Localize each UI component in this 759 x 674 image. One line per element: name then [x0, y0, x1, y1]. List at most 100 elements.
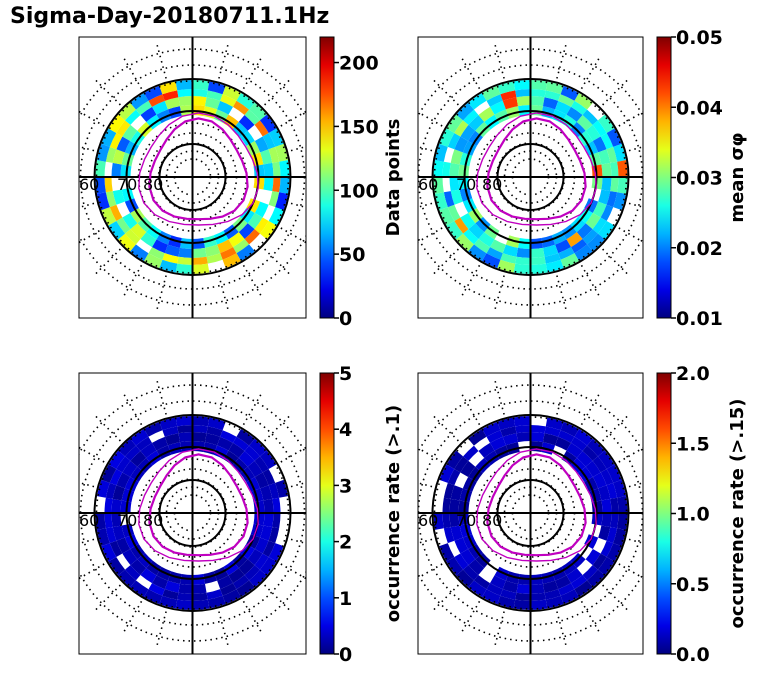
grid-meridian-dotted — [79, 563, 105, 580]
grid-meridian-dotted — [242, 264, 264, 299]
grid-meridian-dotted — [618, 227, 643, 243]
heatmap-bin — [207, 417, 226, 431]
heatmap-bin — [490, 575, 506, 590]
heatmap-bin — [460, 213, 476, 230]
heatmap-bin — [570, 457, 586, 474]
heatmap-bin — [140, 442, 157, 458]
heatmap-bin — [148, 583, 165, 596]
latitude-label: 70 — [456, 511, 476, 530]
grid-meridian-dotted — [290, 145, 306, 152]
heatmap-bin — [135, 436, 152, 451]
heatmap-bin — [192, 89, 208, 98]
grid-meridian-dotted — [580, 600, 602, 635]
heatmap-bin — [192, 583, 207, 594]
grid-meridian-dotted — [218, 377, 230, 415]
heatmap-bin — [272, 513, 281, 529]
heatmap-bin — [137, 457, 153, 474]
heatmap-bin — [606, 543, 622, 562]
heatmap-bin — [475, 121, 491, 138]
heatmap-bin — [515, 592, 531, 601]
heatmap-bin — [468, 244, 487, 262]
heatmap-bin — [101, 464, 117, 483]
heatmap-bin — [500, 253, 517, 264]
heatmap-bin — [122, 124, 138, 141]
grid-meridian-dotted — [79, 481, 95, 488]
heatmap-bin — [560, 253, 579, 269]
heatmap-bin — [456, 233, 474, 252]
colorbar — [319, 372, 335, 655]
heatmap-bin — [148, 247, 165, 260]
heatmap-bin — [597, 450, 615, 469]
heatmap-bin — [468, 559, 485, 576]
grid-meridian-dotted — [242, 55, 264, 90]
grid-meridian-dotted — [155, 275, 167, 313]
heatmap-bin — [162, 90, 179, 101]
heatmap-bin — [175, 416, 193, 427]
heatmap-bin — [137, 121, 153, 138]
heatmap-bin — [610, 161, 619, 177]
heatmap-bin — [130, 559, 147, 576]
grid-meridian-dotted — [493, 41, 505, 79]
heatmap-bin — [116, 120, 131, 137]
heatmap-bin — [254, 537, 269, 554]
heatmap-bin — [585, 124, 601, 141]
colorbar-tick-label: 0.03 — [676, 168, 723, 190]
heatmap-bin — [263, 162, 274, 177]
heatmap-bin — [439, 128, 455, 147]
heatmap-bin — [442, 161, 451, 177]
heatmap-bin — [610, 497, 619, 513]
heatmap-bin — [108, 221, 126, 240]
panel-frame — [417, 36, 644, 319]
heatmap-bin — [587, 569, 605, 588]
grid-meridian-dotted — [92, 77, 121, 106]
heatmap-bin — [130, 223, 147, 240]
heatmap-bin — [178, 583, 193, 594]
heatmap-bin — [598, 189, 611, 205]
heatmap-bin — [236, 92, 255, 110]
heatmap-bin — [543, 97, 559, 110]
heatmap-bin — [177, 256, 193, 265]
heatmap-bin — [530, 599, 548, 610]
colorbar — [656, 36, 672, 319]
latitude-label: 70 — [117, 511, 137, 530]
heatmap-bin — [112, 149, 125, 165]
grid-meridian-dotted — [580, 391, 602, 426]
heatmap-bin — [592, 472, 607, 489]
heatmap-bin — [220, 94, 237, 107]
heatmap-bin — [558, 94, 575, 107]
heatmap-bin — [571, 239, 588, 254]
grid-meridian-dotted — [430, 413, 459, 442]
heatmap-bin — [101, 128, 117, 147]
heatmap-bin — [112, 525, 125, 541]
heatmap-bin — [473, 239, 490, 254]
heatmap-bin — [175, 80, 193, 91]
grid-meridian-dotted — [218, 611, 230, 649]
colorbar-label: mean σφ — [727, 132, 748, 222]
heatmap-bin — [530, 425, 546, 434]
heatmap-bin — [463, 229, 479, 245]
heatmap-bin — [254, 553, 269, 570]
heatmap-bin — [244, 565, 260, 581]
heatmap-bin — [592, 217, 607, 234]
heatmap-bin — [600, 469, 614, 486]
heatmap-bin — [96, 528, 110, 547]
heatmap-bin — [101, 543, 117, 562]
heatmap-bin — [192, 432, 207, 443]
heatmap-bin — [454, 120, 469, 137]
heatmap-bin — [162, 253, 179, 264]
heatmap-bin — [555, 575, 571, 590]
heatmap-bin — [566, 106, 583, 122]
heatmap-bin — [217, 239, 233, 254]
grid-meridian-dotted — [79, 202, 95, 209]
heatmap-bin — [244, 229, 260, 245]
heatmap-bin — [468, 92, 487, 110]
heatmap-bin — [566, 568, 583, 584]
heatmap-bin — [122, 213, 138, 230]
heatmap-bin — [254, 136, 269, 153]
heatmap-bin — [555, 239, 571, 254]
grid-meridian-dotted — [155, 611, 167, 649]
latitude-label: 60 — [79, 175, 99, 194]
heatmap-bin — [192, 425, 208, 434]
heatmap-bin — [610, 177, 619, 193]
heatmap-bin — [530, 256, 546, 265]
